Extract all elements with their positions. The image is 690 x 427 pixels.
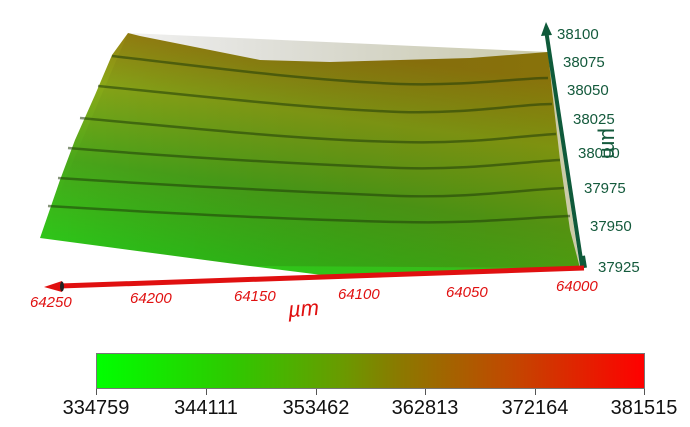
colorbar-label: 353462 [282, 397, 350, 419]
y-tick-label: 37925 [598, 259, 640, 276]
colorbar-label: 381515 [610, 397, 678, 419]
colorbar-label: 344111 [174, 397, 238, 419]
x-tick-label: 64150 [234, 288, 276, 305]
colorbar-label: 362813 [391, 397, 459, 419]
colorbar-label: 334759 [62, 397, 130, 419]
colorbar-label: 372164 [501, 397, 569, 419]
x-tick-label: 64250 [30, 294, 72, 311]
x-tick-label: 64000 [556, 278, 598, 295]
x-tick-label: 64200 [130, 290, 172, 307]
x-axis [44, 265, 585, 292]
colorbar-tick [425, 389, 426, 395]
y-tick-label: 37975 [584, 180, 626, 197]
colorbar [96, 353, 645, 389]
y-tick-label: 38075 [563, 54, 605, 71]
colorbar-tick [535, 389, 536, 395]
x-axis-unit: µm [287, 294, 320, 323]
colorbar-tick [644, 389, 645, 395]
colorbar-tick [96, 389, 97, 395]
y-tick-label: 38000 [578, 145, 620, 162]
colorbar-tick [316, 389, 317, 395]
y-tick-label: 38025 [573, 111, 615, 128]
y-tick-label: 37950 [590, 218, 632, 235]
y-axis-unit: µm [597, 128, 622, 160]
x-tick-label: 64050 [446, 284, 488, 301]
surface [40, 33, 580, 276]
x-tick-label: 64100 [338, 286, 380, 303]
colorbar-tick [206, 389, 207, 395]
y-tick-label: 38100 [557, 26, 599, 43]
y-tick-label: 38050 [567, 82, 609, 99]
